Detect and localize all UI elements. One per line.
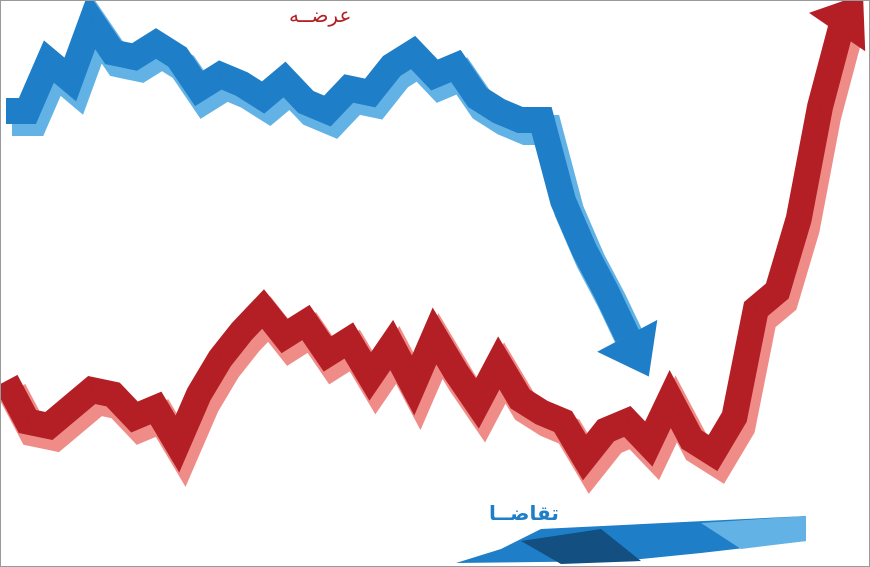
demand-point-26 (561, 199, 565, 203)
supply-point-36 (775, 289, 779, 293)
supply-point-26 (561, 420, 565, 424)
demand-point-19 (411, 51, 415, 55)
supply-point-16 (347, 339, 351, 343)
supply-point-29 (625, 420, 629, 424)
supply-point-9 (197, 393, 201, 397)
supply-point-10 (218, 357, 222, 361)
demand-point-6 (133, 55, 137, 59)
supply-point-3 (68, 406, 72, 410)
demand-label: تقاضــا (489, 501, 559, 525)
demand-point-18 (390, 64, 394, 68)
demand-point-24 (518, 118, 522, 122)
supply-point-7 (154, 406, 158, 410)
supply-point-39 (840, 24, 844, 28)
supply-point-31 (668, 397, 672, 401)
demand-point-5 (111, 51, 115, 55)
supply-point-11 (240, 330, 244, 334)
demand-point-21 (454, 64, 458, 68)
demand-point-10 (218, 73, 222, 77)
supply-point-6 (133, 415, 137, 419)
supply-point-30 (647, 442, 651, 446)
demand-point-28 (604, 289, 608, 293)
platform-highlight (701, 516, 806, 549)
supply-point-20 (433, 334, 437, 338)
demand-point-16 (347, 87, 351, 91)
demand-point-20 (433, 73, 437, 77)
demand-point-4 (90, 19, 94, 23)
supply-point-19 (411, 384, 415, 388)
demand-point-0 (4, 109, 8, 113)
supply-point-23 (497, 361, 501, 365)
supply-point-27 (583, 456, 587, 460)
demand-point-9 (197, 87, 201, 91)
supply-point-8 (175, 442, 179, 446)
demand-arrowhead (597, 319, 658, 377)
supply-arrowhead (809, 1, 866, 52)
supply-point-12 (261, 307, 265, 311)
demand-point-23 (497, 109, 501, 113)
supply-point-34 (732, 415, 736, 419)
supply-point-28 (604, 429, 608, 433)
supply-label: عرضــه (289, 3, 352, 27)
supply-point-5 (111, 393, 115, 397)
demand-point-25 (540, 118, 544, 122)
demand-point-3 (68, 78, 72, 82)
supply-point-24 (518, 397, 522, 401)
supply-point-13 (283, 334, 287, 338)
demand-point-17 (368, 91, 372, 95)
supply-point-17 (368, 375, 372, 379)
ground-platform (456, 516, 806, 564)
supply-line (1, 18, 855, 481)
demand-point-8 (175, 55, 179, 59)
demand-point-14 (304, 100, 308, 104)
supply-point-1 (25, 420, 29, 424)
demand-side-face (12, 1, 647, 353)
supply-point-14 (304, 321, 308, 325)
supply-point-22 (475, 402, 479, 406)
supply-point-21 (454, 370, 458, 374)
demand-point-22 (475, 96, 479, 100)
demand-point-12 (261, 96, 265, 100)
demand-point-13 (283, 78, 287, 82)
supply-series (1, 1, 866, 494)
platform-shade (521, 529, 641, 564)
demand-series (4, 1, 658, 379)
demand-point-15 (325, 109, 329, 113)
demand-line (6, 1, 640, 342)
supply-point-18 (390, 343, 394, 347)
demand-point-30 (647, 375, 651, 379)
demand-point-1 (25, 109, 29, 113)
demand-point-7 (154, 42, 158, 46)
supply-point-0 (4, 379, 8, 383)
demand-point-29 (625, 334, 629, 338)
demand-point-27 (583, 249, 587, 253)
supply-point-32 (690, 438, 694, 442)
supply-point-2 (47, 424, 51, 428)
supply-point-37 (797, 217, 801, 221)
supply-point-15 (325, 352, 329, 356)
supply-point-25 (540, 411, 544, 415)
demand-point-11 (240, 82, 244, 86)
supply-point-38 (818, 105, 822, 109)
supply-point-4 (90, 388, 94, 392)
demand-point-2 (47, 60, 51, 64)
supply-point-35 (754, 307, 758, 311)
supply-point-33 (711, 451, 715, 455)
